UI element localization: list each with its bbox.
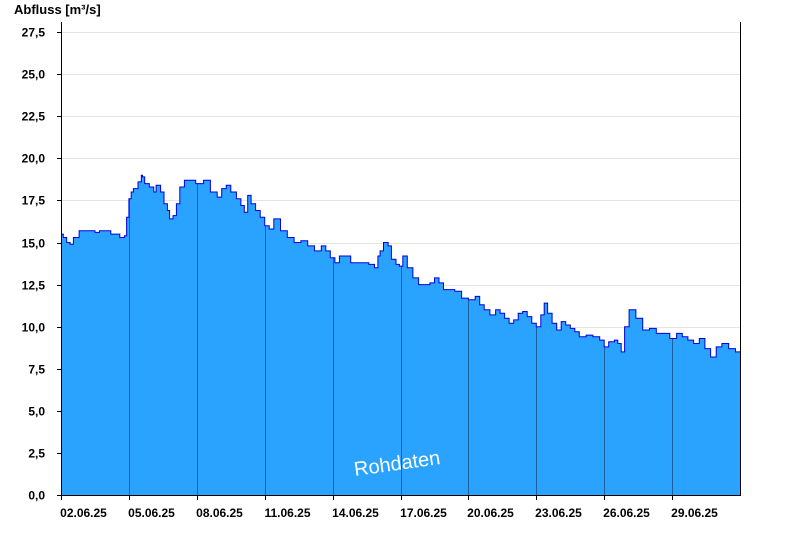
y-tick-label: 15,0 — [22, 237, 46, 251]
x-tick-labels: 02.06.25 05.06.25 08.06.25 11.06.25 14.06.25… — [60, 506, 718, 520]
x-tick-label: 05.06.25 — [128, 506, 175, 520]
discharge-line — [61, 174, 740, 358]
y-tick-label: 17,5 — [22, 194, 46, 208]
y-tick-label: 20,0 — [22, 152, 46, 166]
y-tick-label: 22,5 — [22, 110, 46, 124]
x-tick-label: 11.06.25 — [264, 506, 310, 520]
x-tick-label: 14.06.25 — [332, 506, 379, 520]
y-tick-labels: 0,0 2,5 5,0 7,5 10,0 12,5 15,0 17,5 20,0 22,5 25,0… — [22, 26, 46, 503]
x-tick-label: 08.06.25 — [196, 506, 243, 520]
day-divider-lines — [129, 183, 673, 495]
x-tick-label: 20.06.25 — [467, 506, 514, 520]
x-tick-label: 29.06.25 — [671, 506, 718, 520]
y-tick-label: 10,0 — [22, 321, 46, 335]
y-tick-label: 27,5 — [22, 26, 46, 40]
y-tick-label: 0,0 — [28, 489, 45, 503]
y-tick-label: 25,0 — [22, 68, 46, 82]
x-tick-label: 17.06.25 — [400, 506, 447, 520]
y-tick-label: 12,5 — [22, 279, 46, 293]
x-tick-label: 23.06.25 — [535, 506, 582, 520]
y-tick-label: 2,5 — [28, 447, 45, 461]
y-tick-label: 7,5 — [28, 363, 45, 377]
y-tick-label: 5,0 — [28, 405, 45, 419]
x-tick-label: 26.06.25 — [603, 506, 650, 520]
y-axis-label: Abfluss [m³/s] — [14, 2, 101, 17]
x-tick-label: 02.06.25 — [60, 506, 107, 520]
axes — [57, 22, 741, 500]
discharge-area — [61, 175, 740, 495]
